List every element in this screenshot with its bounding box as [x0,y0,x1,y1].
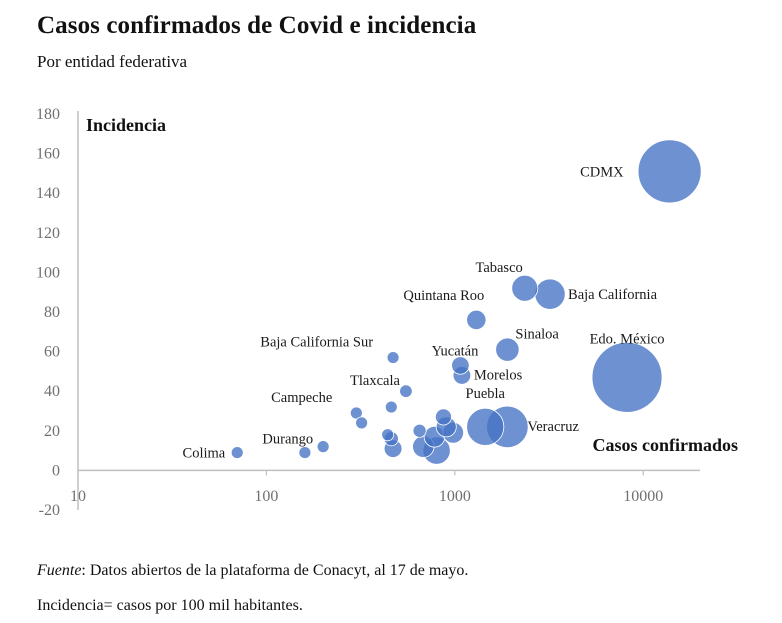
y-tick-label: 180 [36,106,60,123]
point-label: Baja California [568,287,658,303]
point-label: Tabasco [475,260,522,276]
x-axis-ticks: 10 100 1000 10000 [70,470,663,505]
point-label: Campeche [271,390,332,406]
bubble-campeche [349,406,363,420]
bubbles [230,139,702,465]
point-label: Colima [183,446,226,462]
point-label: Sinaloa [515,327,559,343]
chart-subtitle: Por entidad federativa [37,52,188,71]
bubble [412,423,427,438]
y-tick-label: 0 [52,462,60,479]
y-tick-label: 80 [44,304,60,321]
y-tick-label: 140 [36,185,60,202]
point-label: Edo. México [590,331,665,347]
point-label: Tlaxcala [350,373,400,389]
bubble [435,408,452,426]
bubble [381,428,395,442]
bubble-baja-california-sur [386,351,400,364]
y-tick-label: 60 [44,344,60,361]
y-axis-ticks: -20 0 20 40 60 80 100 120 140 160 180 [36,106,60,519]
bubble-colima [230,446,244,459]
bubble-baja-california [534,278,566,310]
axes [77,111,700,510]
source-text: : Datos abiertos de la plataforma de Con… [81,562,469,579]
point-label: Morelos [474,367,523,383]
y-tick-label: 20 [44,423,60,440]
point-label: Yucatán [432,343,479,359]
point-labels: CDMX Edo. México Tabasco Baja California Qui… [183,164,665,461]
bubble-tabasco [511,274,539,302]
point-label: Puebla [466,386,506,402]
bubble-puebla [466,407,505,446]
bubble-edo-m-xico [591,341,663,413]
bubble-quintana-roo [466,309,487,330]
bubble-yucat-n [451,356,470,375]
y-tick-label: 120 [36,225,60,242]
y-tick-label: 40 [44,383,60,400]
incidence-note: Incidencia= casos por 100 mil habitantes… [37,597,303,614]
bubble [384,400,398,414]
y-tick-label: -20 [39,502,60,519]
bubble-tlaxcala [399,384,413,398]
point-label: CDMX [580,164,624,180]
y-tick-label: 100 [36,264,60,281]
point-label: Baja California Sur [260,335,373,351]
point-label: Durango [262,432,313,448]
bubble-cdmx [637,139,702,204]
y-tick-label: 160 [36,146,60,163]
x-tick-label: 1000 [439,488,471,505]
y-axis-title: Incidencia [86,115,166,135]
point-label: Quintana Roo [403,288,484,304]
bubble [355,416,369,430]
x-tick-label: 10000 [623,488,663,505]
bubble-durango [316,440,330,454]
bubble-sinaloa [495,337,520,362]
point-label: Veracruz [527,419,579,435]
x-axis-title: Casos confirmados [592,435,738,455]
source-label: Fuente [37,562,82,579]
bubble [298,446,312,459]
x-tick-label: 100 [254,488,278,505]
source-note: Fuente: Datos abiertos de la plataforma … [37,562,468,580]
chart-title: Casos confirmados de Covid e incidencia [37,12,477,39]
